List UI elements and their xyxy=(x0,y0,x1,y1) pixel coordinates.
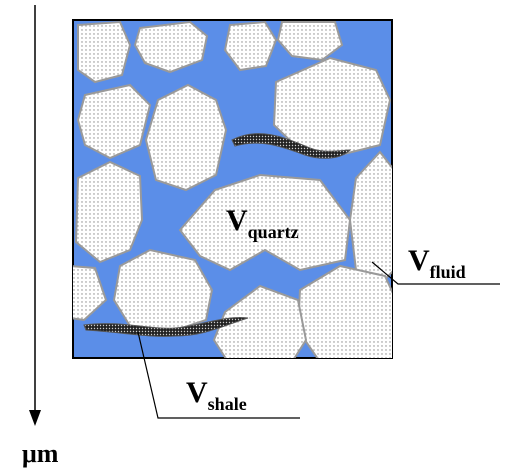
symbol: V xyxy=(226,204,248,237)
depth-arrow xyxy=(29,5,41,426)
subscript: fluid xyxy=(430,262,466,282)
rock-sample xyxy=(70,20,396,362)
fluid-label: Vfluid xyxy=(408,244,466,282)
symbol: V xyxy=(408,244,430,277)
shale-label: Vshale xyxy=(186,376,247,414)
axis-unit: μm xyxy=(22,439,59,468)
subscript: shale xyxy=(208,394,247,414)
subscript: quartz xyxy=(248,222,299,242)
symbol: V xyxy=(186,376,208,409)
diagram: μm Vquartz Vfluid Vshale xyxy=(0,0,517,471)
